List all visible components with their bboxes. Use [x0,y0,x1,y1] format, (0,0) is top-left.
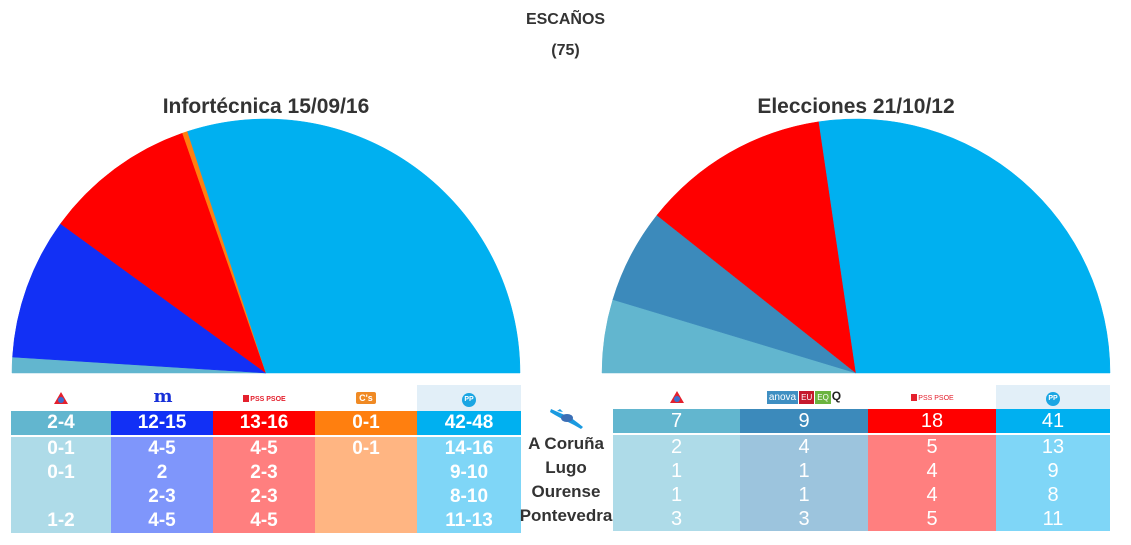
province-label-a-coruna: A Coruña [528,434,604,453]
province-cell-psoe: 4 [868,483,996,507]
left-province-row: 2-3 2-3 8-10 [11,485,521,509]
province-cell-marea: 4-5 [111,509,213,533]
bng-logo-cell [613,385,740,409]
total-cell-bng: 7 [613,409,740,435]
province-cell-pp: 13 [996,434,1110,459]
pp-logo-cell: PP [996,385,1110,409]
total-cell-psoe: 18 [868,409,996,435]
cs-logo-cell: C's [315,385,417,411]
province-label-ourense: Ourense [531,482,601,501]
psoe-logo-icon: PSS PSOE [242,387,286,410]
eq-logo-text: EQ [815,391,831,404]
total-cell-bng: 2-4 [11,411,111,437]
right-province-row: 2 4 5 13 [613,434,1110,459]
agetp-logo-icon: anova EU EQ Q [766,385,842,409]
en-marea-logo-icon: m [153,386,172,407]
total-cell-marea: 12-15 [111,411,213,437]
left-totals-row: 2-4 12-15 13-16 0-1 42-48 [11,411,521,437]
anova-logo-text: anova [766,391,799,404]
province-cell-pp: 14-16 [417,436,521,461]
psoe-logo-text: PSS PSOE [250,395,286,403]
province-cell-psoe: 4 [868,459,996,483]
province-cell-bng: 3 [613,507,740,531]
bng-logo-icon [54,392,68,405]
eu-logo-text: EU [799,391,815,404]
left-chart-title: Infortécnica 15/09/16 [162,95,370,118]
province-cell-bng: 2 [613,434,740,459]
province-cell-pp: 8 [996,483,1110,507]
province-cell-pp: 11-13 [417,509,521,533]
province-cell-anova: 1 [740,483,868,507]
chart-header-total: (75) [551,42,580,59]
province-cell-cs [315,485,417,509]
province-cell-anova: 4 [740,434,868,459]
pp-logo-icon: PP [462,392,476,407]
province-cell-psoe: 4-5 [213,436,315,461]
province-cell-psoe: 5 [868,507,996,531]
ciudadanos-logo-icon: C's [356,391,376,404]
province-cell-bng [11,485,111,509]
pie-slice-pp [187,118,521,374]
province-cell-pp: 11 [996,507,1110,531]
province-cell-bng: 1 [613,459,740,483]
total-cell-cs: 0-1 [315,411,417,437]
province-cell-pp: 9 [996,459,1110,483]
psoe-logo-text: PSS PSOE [918,394,954,402]
province-cell-bng: 0-1 [11,436,111,461]
province-label-pontevedra: Pontevedra [519,506,613,525]
galicia-map-icon [550,409,583,429]
province-cell-anova: 3 [740,507,868,531]
province-cell-bng: 0-1 [11,461,111,485]
psoe-logo-icon: PSS PSOE [910,386,954,409]
total-cell-psoe: 13-16 [213,411,315,437]
bng-logo-cell [11,385,111,411]
pie-slice-psoe [60,132,267,374]
province-cell-marea: 4-5 [111,436,213,461]
province-cell-bng: 1-2 [11,509,111,533]
pp-logo-icon: PP [1046,391,1060,406]
right-totals-row: 7 9 18 41 [613,409,1110,435]
right-half-pie-chart [601,118,1111,374]
psoe-logo-cell: PSS PSOE [868,385,996,409]
pie-slice-pp [818,118,1111,374]
pp-logo-cell: PP [417,385,521,411]
province-cell-anova: 1 [740,459,868,483]
total-cell-pp: 41 [996,409,1110,435]
agetp-logo-cell: anova EU EQ Q [740,385,868,409]
left-province-row: 0-1 4-5 4-5 0-1 14-16 [11,436,521,461]
q-logo-text: Q [831,389,842,403]
province-cell-pp: 8-10 [417,485,521,509]
left-half-pie-chart [11,118,521,374]
province-cell-psoe: 2-3 [213,461,315,485]
psoe-logo-cell: PSS PSOE [213,385,315,411]
bng-logo-icon [669,391,684,404]
left-seats-table: m PSS PSOE C's PP 2-4 12-15 13-16 0-1 42-48 … [11,385,521,533]
province-cell-pp: 9-10 [417,461,521,485]
province-label-lugo: Lugo [545,458,587,477]
province-cell-marea: 2 [111,461,213,485]
left-province-row: 1-2 4-5 4-5 11-13 [11,509,521,533]
left-province-row: 0-1 2 2-3 9-10 [11,461,521,485]
province-cell-psoe: 5 [868,434,996,459]
province-cell-marea: 2-3 [111,485,213,509]
province-cell-bng: 1 [613,483,740,507]
right-chart-title: Elecciones 21/10/12 [757,95,955,118]
total-cell-pp: 42-48 [417,411,521,437]
province-cell-psoe: 4-5 [213,509,315,533]
pie-slice-marea [12,223,267,374]
province-cell-cs [315,509,417,533]
province-cell-cs [315,461,417,485]
en-marea-logo-cell: m [111,385,213,411]
total-cell-anova: 9 [740,409,868,435]
chart-header-seats: ESCAÑOS [525,11,606,28]
right-province-row: 3 3 5 11 [613,507,1110,531]
pie-slice-psoe [656,121,857,374]
province-cell-cs: 0-1 [315,436,417,461]
province-cell-psoe: 2-3 [213,485,315,509]
